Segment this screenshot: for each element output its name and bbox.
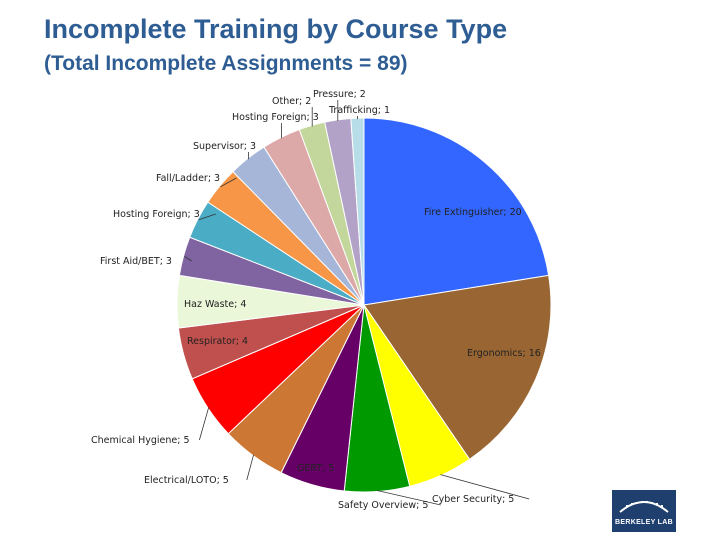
slice-label: Hosting Foreign; 3 xyxy=(113,209,200,220)
pie-labels: Fire Extinguisher; 20 Ergonomics; 16 Cyber… xyxy=(91,89,541,511)
slice-label: First Aid/BET; 3 xyxy=(100,256,172,267)
leader-line xyxy=(199,407,210,441)
slice-label: Hosting Foreign; 3 xyxy=(232,112,319,123)
slice-label: Cyber Security; 5 xyxy=(432,494,514,505)
slice-label: Trafficking; 1 xyxy=(328,105,390,116)
logo-text: BERKELEY LAB xyxy=(615,519,673,526)
slice-label: Respirator; 4 xyxy=(187,336,248,347)
slice-label: Other; 2 xyxy=(272,96,311,107)
leader-line xyxy=(198,213,216,221)
slice-label: GERT; 5 xyxy=(297,463,334,474)
lab-building-icon xyxy=(619,501,669,513)
leader-line xyxy=(220,177,237,188)
leader-line xyxy=(377,490,441,506)
slice-label: Fall/Ladder; 3 xyxy=(156,173,220,184)
slice-label: Supervisor; 3 xyxy=(193,141,256,152)
slice-label: Pressure; 2 xyxy=(313,89,366,100)
leader-line xyxy=(184,255,192,262)
pie-slices xyxy=(176,117,552,493)
slice-label: Chemical Hygiene; 5 xyxy=(91,435,190,446)
leader-line xyxy=(246,454,254,481)
pie-slice xyxy=(363,117,550,306)
slice-label: Ergonomics; 16 xyxy=(467,348,541,359)
slice-label: Safety Overview; 5 xyxy=(338,500,428,511)
slice-label: Electrical/LOTO; 5 xyxy=(144,475,229,486)
leader-line xyxy=(440,474,530,500)
chart-subtitle: (Total Incomplete Assignments = 89) xyxy=(44,52,408,75)
pie-slice xyxy=(363,274,552,461)
berkeley-lab-logo: BERKELEY LAB xyxy=(612,490,676,532)
chart-title: Incomplete Training by Course Type xyxy=(44,14,508,44)
slice-label: Haz Waste; 4 xyxy=(184,299,246,310)
slice-label: Fire Extinguisher; 20 xyxy=(424,207,522,218)
